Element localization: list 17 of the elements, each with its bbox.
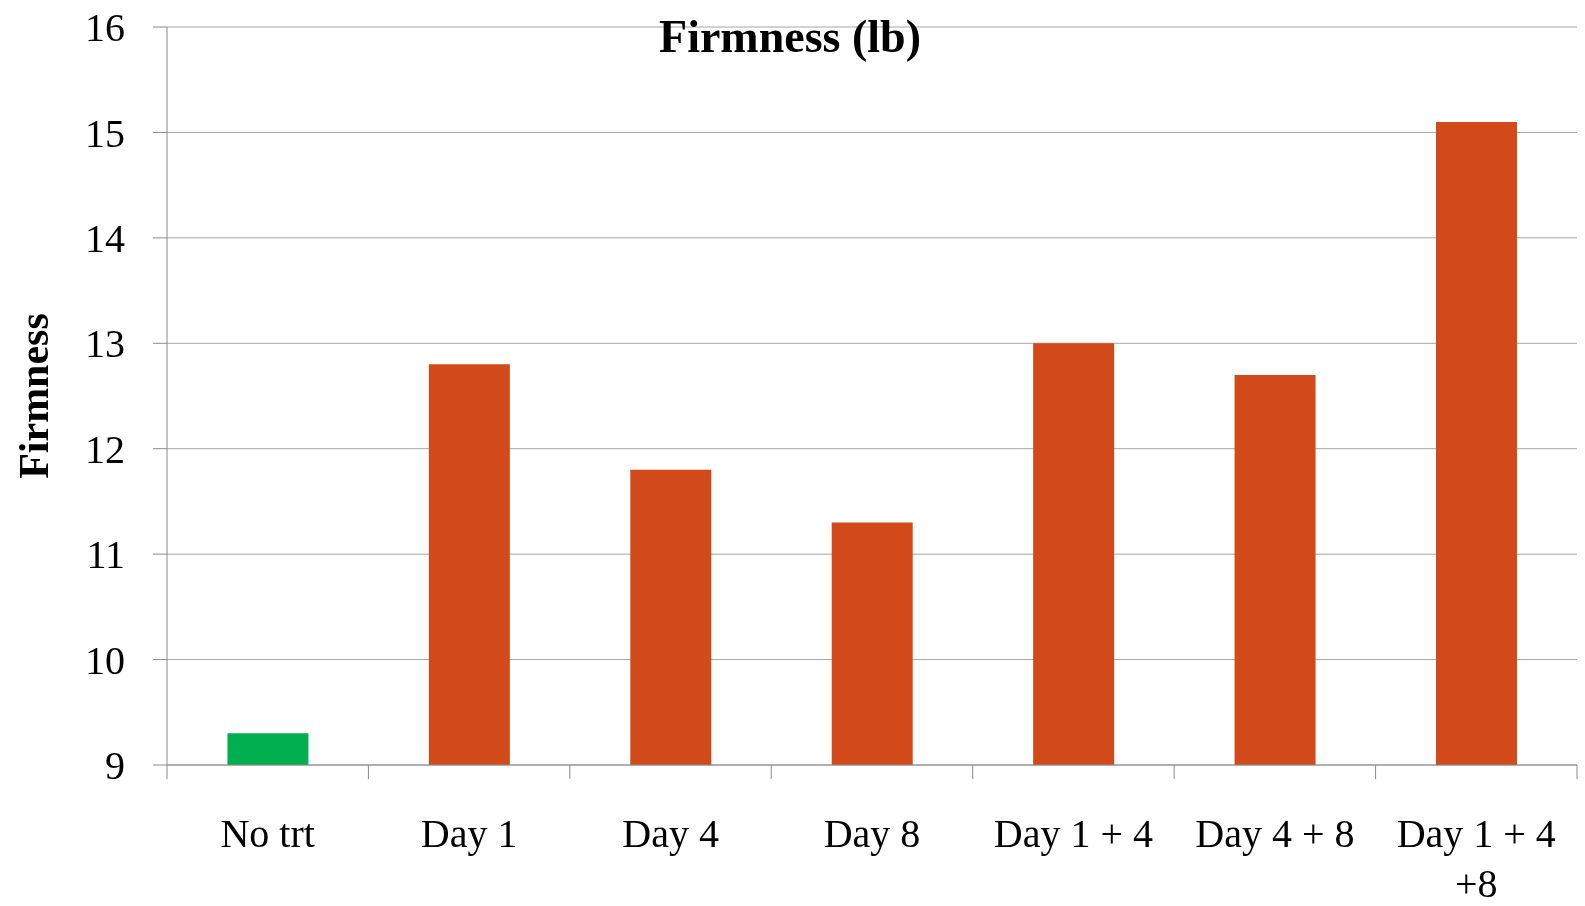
chart-title: Firmness (lb) xyxy=(658,11,922,63)
y-tick-label: 13 xyxy=(85,321,125,367)
y-axis-title: Firmness xyxy=(11,313,57,479)
x-tick-label: Day 4 + 8 xyxy=(1195,811,1355,856)
x-tick-label: No trt xyxy=(220,811,315,856)
x-tick-label: Day 1 + 4 +8 xyxy=(1396,811,1556,906)
x-tick-label: Day 1 + 4 xyxy=(993,811,1154,856)
x-tick-label: Day 8 xyxy=(823,811,921,856)
y-tick-label: 16 xyxy=(85,5,125,51)
x-tick-label: Day 1 xyxy=(420,811,518,856)
y-tick-label: 11 xyxy=(86,532,125,578)
y-tick-label: 12 xyxy=(85,426,125,472)
x-tick-label: Day 4 xyxy=(622,811,719,856)
y-tick-label: 9 xyxy=(105,743,125,789)
y-tick-label: 15 xyxy=(85,110,125,156)
y-tick-label: 14 xyxy=(85,216,125,262)
y-tick-label: 10 xyxy=(85,637,125,683)
